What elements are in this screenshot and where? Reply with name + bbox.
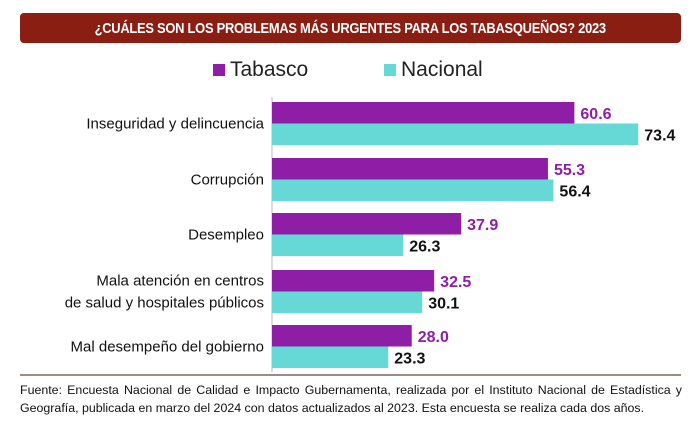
legend-label-nacional: Nacional [401,58,483,81]
data-label-tabasco: 32.5 [440,274,471,291]
bar-nacional [272,291,423,313]
data-label-tabasco: 37.9 [467,217,498,234]
category-label: Mal desempeño del gobierno [71,339,264,356]
category-label: de salud y hospitales públicos [65,295,264,312]
bar-nacional [272,346,389,368]
bar-tabasco [272,325,412,347]
bar-nacional [272,234,404,256]
footer-divider [20,374,681,376]
category-label: Inseguridad y delincuencia [86,116,264,133]
bar-tabasco [272,102,575,124]
data-label-nacional: 56.4 [559,183,590,200]
data-label-nacional: 30.1 [428,295,459,312]
data-label-tabasco: 55.3 [554,162,585,179]
data-label-tabasco: 60.6 [580,106,611,123]
category-label: Desempleo [188,227,264,244]
category-label: Corrupción [191,172,264,189]
legend-label-tabasco: Tabasco [230,58,309,81]
legend: Tabasco Nacional [0,58,700,88]
chart-title: ¿CUÁLES SON LOS PROBLEMAS MÁS URGENTES P… [94,19,607,37]
legend-swatch-nacional [384,64,396,76]
data-label-tabasco: 28.0 [418,329,449,346]
category-label: Mala atención en centros [96,273,264,290]
bar-tabasco [272,158,548,180]
legend-swatch-tabasco [213,64,225,76]
bar-nacional [272,123,639,145]
bar-nacional [272,179,554,201]
bar-tabasco [272,213,462,235]
source-note: Fuente: Encuesta Nacional de Calidad e I… [20,383,682,415]
data-label-nacional: 26.3 [409,238,440,255]
legend-item-nacional: Nacional [384,58,483,82]
title-banner: ¿CUÁLES SON LOS PROBLEMAS MÁS URGENTES P… [20,13,681,43]
data-label-nacional: 73.4 [644,127,675,144]
data-label-nacional: 23.3 [394,350,425,367]
legend-item-tabasco: Tabasco [213,58,308,82]
bar-tabasco [272,270,435,292]
